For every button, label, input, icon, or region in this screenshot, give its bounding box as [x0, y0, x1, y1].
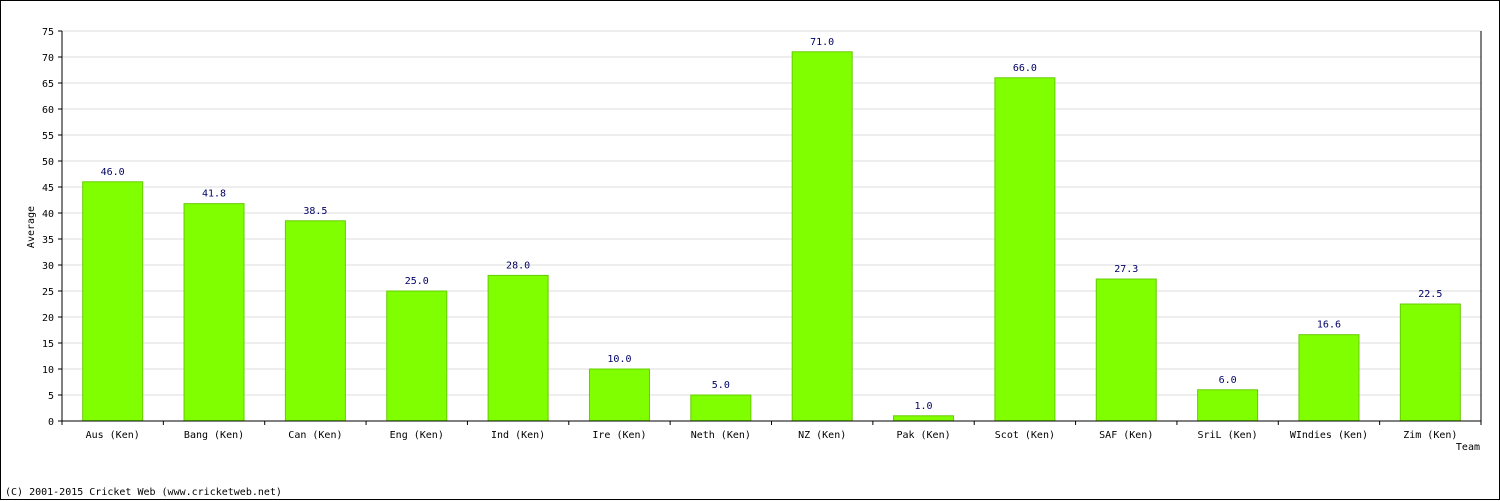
y-tick-label: 15: [42, 339, 54, 350]
x-tick-labels: Aus (Ken) Bang (Ken) Can (Ken) Eng (Ken) Ind…: [86, 430, 1458, 441]
y-tick-label: 20: [42, 313, 54, 324]
y-tick-label: 0: [48, 417, 54, 428]
x-tick-label: NZ (Ken): [798, 430, 846, 441]
bar: [1095, 278, 1157, 422]
bar: [791, 51, 853, 422]
data-label: 46.0: [101, 167, 125, 178]
data-label: 10.0: [607, 354, 631, 365]
data-labels: 46.0 41.8 38.5 25.0 28.0 10.0 5.0 71.0 1.0 66.0 27…: [101, 37, 1443, 412]
bar: [690, 394, 752, 422]
data-label: 71.0: [810, 37, 834, 48]
y-tick-label: 30: [42, 261, 54, 272]
bar: [1399, 303, 1461, 422]
bar: [487, 274, 549, 422]
x-tick-label: Pak (Ken): [896, 430, 950, 441]
data-label: 27.3: [1114, 264, 1138, 275]
y-tick-label: 55: [42, 131, 54, 142]
data-label: 1.0: [915, 401, 933, 412]
x-tick-label: Neth (Ken): [691, 430, 751, 441]
x-tick-label: WIndies (Ken): [1290, 430, 1368, 441]
data-label: 66.0: [1013, 63, 1037, 74]
y-tick-label: 70: [42, 53, 54, 64]
bar: [588, 368, 650, 422]
y-tick-label: 65: [42, 79, 54, 90]
y-axis-label: Average: [26, 206, 37, 248]
y-tick-label: 10: [42, 365, 54, 376]
y-tick-label: 60: [42, 105, 54, 116]
gridlines: [62, 30, 1481, 396]
bars: [82, 51, 1461, 422]
y-tick-label: 45: [42, 183, 54, 194]
axes: [58, 30, 1482, 425]
data-label: 28.0: [506, 260, 530, 271]
y-tick-label: 40: [42, 209, 54, 220]
data-label: 41.8: [202, 189, 226, 200]
data-label: 22.5: [1418, 289, 1442, 300]
y-tick-label: 75: [42, 27, 54, 38]
x-tick-label: Bang (Ken): [184, 430, 244, 441]
x-tick-label: Eng (Ken): [390, 430, 444, 441]
x-tick-label: SAF (Ken): [1099, 430, 1153, 441]
y-tick-label: 35: [42, 235, 54, 246]
bar: [1197, 389, 1259, 422]
x-tick-label: Ind (Ken): [491, 430, 545, 441]
y-tick-label: 25: [42, 287, 54, 298]
data-label: 5.0: [712, 380, 730, 391]
y-tick-label: 50: [42, 157, 54, 168]
x-axis-label: Team: [1456, 442, 1480, 453]
x-tick-label: Can (Ken): [288, 430, 342, 441]
x-tick-label: Ire (Ken): [592, 430, 646, 441]
bar: [893, 415, 955, 422]
x-tick-label: Zim (Ken): [1403, 430, 1457, 441]
data-label: 38.5: [303, 206, 327, 217]
data-label: 6.0: [1219, 375, 1237, 386]
bar: [386, 290, 448, 422]
y-tick-label: 5: [48, 391, 54, 402]
y-tick-labels: 0 5 10 15 20 25 30 35 40 45 50 55 60 65 70 75: [42, 27, 54, 428]
bar: [183, 203, 245, 422]
x-tick-label: Aus (Ken): [86, 430, 140, 441]
x-tick-label: SriL (Ken): [1197, 430, 1257, 441]
bar: [1298, 334, 1360, 422]
bar: [284, 220, 346, 422]
copyright-notice: (C) 2001-2015 Cricket Web (www.cricketwe…: [5, 487, 282, 498]
x-tick-label: Scot (Ken): [995, 430, 1055, 441]
data-label: 16.6: [1317, 320, 1341, 331]
data-label: 25.0: [405, 276, 429, 287]
bar: [82, 181, 144, 422]
bar: [994, 77, 1056, 422]
